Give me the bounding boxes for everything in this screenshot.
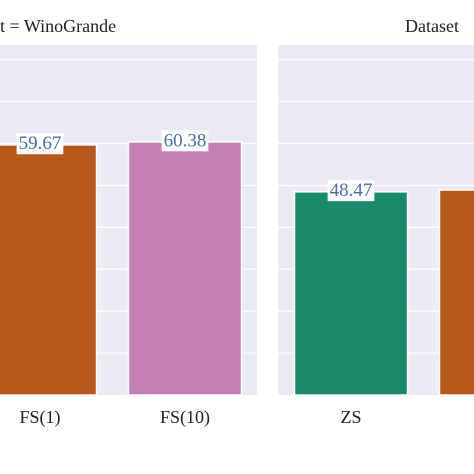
value-label-group: 48.47 [327, 180, 375, 202]
panel-title: Dataset [405, 16, 459, 36]
bar [293, 191, 409, 396]
value-label: 60.38 [164, 130, 207, 151]
x-tick-label: FS(10) [160, 407, 210, 428]
bar [127, 141, 243, 396]
value-label: 59.67 [19, 133, 62, 154]
value-label-box [161, 130, 209, 152]
value-label-box [16, 133, 64, 155]
value-label-group: 59.67 [16, 133, 64, 155]
panel-title: t = WinoGrande [0, 16, 116, 36]
x-tick-label: ZS [340, 407, 361, 427]
value-label: 48.47 [330, 180, 373, 201]
x-tick-label: FS(1) [19, 407, 60, 428]
bar [438, 189, 474, 396]
value-label-box [327, 180, 375, 202]
value-label-group: 60.38 [161, 130, 209, 152]
bar [0, 144, 98, 396]
